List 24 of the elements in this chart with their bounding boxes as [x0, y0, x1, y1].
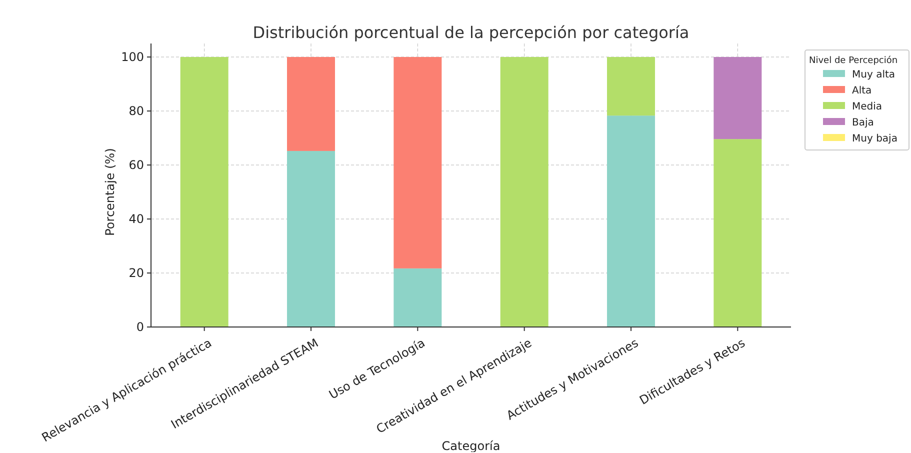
- legend-label: Baja: [852, 118, 874, 128]
- bar: [394, 268, 442, 327]
- y-tick-label: 0: [136, 320, 144, 334]
- chart-title: Distribución porcentual de la percepción por categoría: [252, 23, 690, 42]
- y-tick-label: 40: [128, 212, 144, 226]
- y-tick-label: 100: [121, 50, 144, 64]
- bar: [607, 116, 655, 327]
- bar: [180, 57, 228, 327]
- bar: [714, 139, 762, 327]
- legend-label: Muy alta: [852, 70, 896, 80]
- bar: [394, 57, 442, 268]
- legend-label: Media: [852, 102, 882, 112]
- y-tick-label: 60: [128, 158, 144, 172]
- bar: [607, 57, 655, 116]
- y-tick-label: 20: [128, 266, 144, 280]
- y-tick-label: 80: [128, 104, 144, 118]
- bar: [287, 57, 335, 151]
- y-axis-title: Porcentaje (%): [103, 148, 117, 236]
- legend-title: Nivel de Percepción: [809, 55, 898, 66]
- bar: [714, 57, 762, 140]
- legend-label: Muy baja: [852, 134, 898, 144]
- legend-label: Alta: [852, 86, 872, 96]
- bar: [500, 57, 548, 327]
- bar: [287, 150, 335, 327]
